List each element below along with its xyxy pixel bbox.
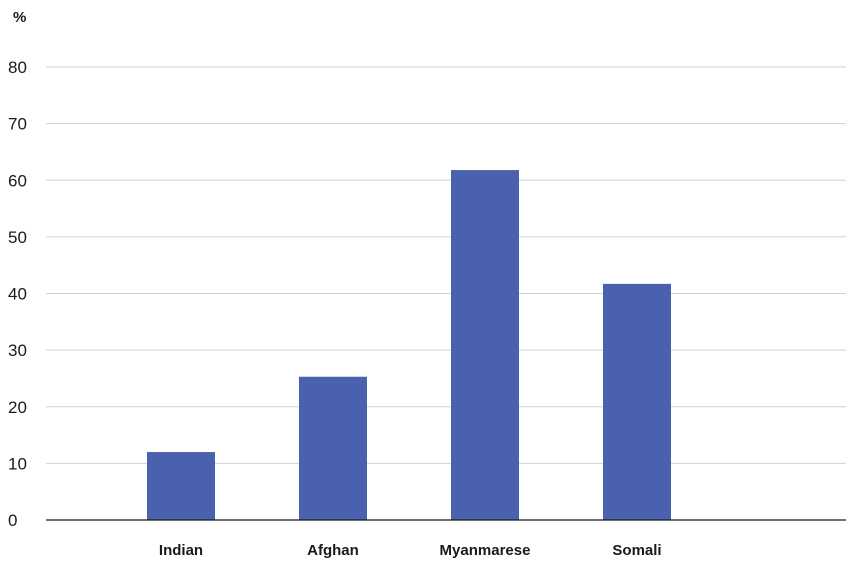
- y-tick-label: 50: [8, 228, 27, 247]
- y-tick-label: 10: [8, 454, 27, 473]
- y-axis-tick-labels: 0 10 20 30 40 50 60 70 80: [8, 58, 27, 530]
- y-tick-label: 0: [8, 511, 17, 530]
- gridlines: [46, 66, 846, 464]
- y-tick-label: 30: [8, 341, 27, 360]
- x-category-label: Myanmarese: [440, 542, 531, 559]
- x-category-label: Somali: [612, 542, 661, 559]
- y-axis-unit-label: %: [13, 9, 26, 26]
- y-tick-label: 80: [8, 58, 27, 77]
- bar-myanmarese: [451, 170, 519, 520]
- x-axis-category-labels: Indian Afghan Myanmarese Somali: [159, 542, 662, 559]
- bars: [147, 170, 671, 520]
- y-tick-label: 40: [8, 285, 27, 304]
- y-tick-label: 70: [8, 115, 27, 134]
- x-category-label: Afghan: [307, 542, 359, 559]
- bar-indian: [147, 452, 215, 520]
- bar-afghan: [299, 376, 367, 520]
- bar-somali: [603, 283, 671, 520]
- x-category-label: Indian: [159, 542, 203, 559]
- y-tick-label: 20: [8, 398, 27, 417]
- y-tick-label: 60: [8, 171, 27, 190]
